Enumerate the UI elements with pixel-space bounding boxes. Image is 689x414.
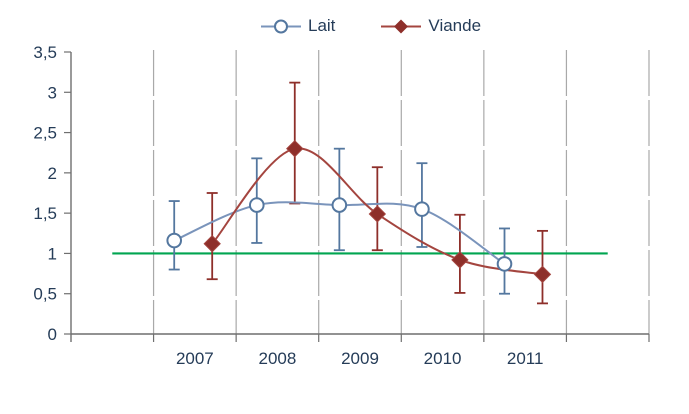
viande-marker-2008[interactable] xyxy=(286,139,304,158)
viande-marker-2011[interactable] xyxy=(533,265,552,284)
y-axis-tick-label: 1,5 xyxy=(33,204,57,223)
y-axis-tick-label: 0,5 xyxy=(33,285,57,304)
legend-label-lait: Lait xyxy=(308,16,336,35)
y-axis-tick-label: 3,5 xyxy=(33,43,57,62)
y-axis-tick-label: 2,5 xyxy=(33,124,57,143)
lait-marker-2010[interactable] xyxy=(414,201,430,217)
x-axis-tick-label: 2007 xyxy=(176,349,214,368)
legend-label-viande: Viande xyxy=(428,16,482,35)
lait-marker-2008[interactable] xyxy=(248,197,265,213)
legend-item-lait[interactable]: Lait xyxy=(261,16,335,36)
viande-marker-2009[interactable] xyxy=(368,205,387,223)
y-axis-tick-label: 0 xyxy=(48,325,57,344)
x-axis-tick-label: 2009 xyxy=(341,349,379,368)
viande-marker-2010[interactable] xyxy=(451,251,469,269)
lait-marker-2007[interactable] xyxy=(166,232,183,249)
x-axis-tick-label: 2008 xyxy=(259,349,297,368)
legend-item-viande[interactable]: Viande xyxy=(381,16,481,36)
lait-marker-2011[interactable] xyxy=(496,256,513,272)
x-axis-tick-label: 2011 xyxy=(507,349,544,368)
lait-marker-2009[interactable] xyxy=(331,197,348,213)
lait-series-marker-icon xyxy=(261,19,301,33)
y-axis-tick-label: 2 xyxy=(48,164,57,183)
chart-legend: Lait Viande xyxy=(261,16,481,36)
x-axis-tick-label: 2010 xyxy=(424,349,462,368)
y-axis-tick-label: 1 xyxy=(48,244,57,263)
viande-marker-2007[interactable] xyxy=(203,235,221,253)
y-axis-tick-label: 3 xyxy=(48,83,57,102)
viande-series-marker-icon xyxy=(381,19,422,33)
